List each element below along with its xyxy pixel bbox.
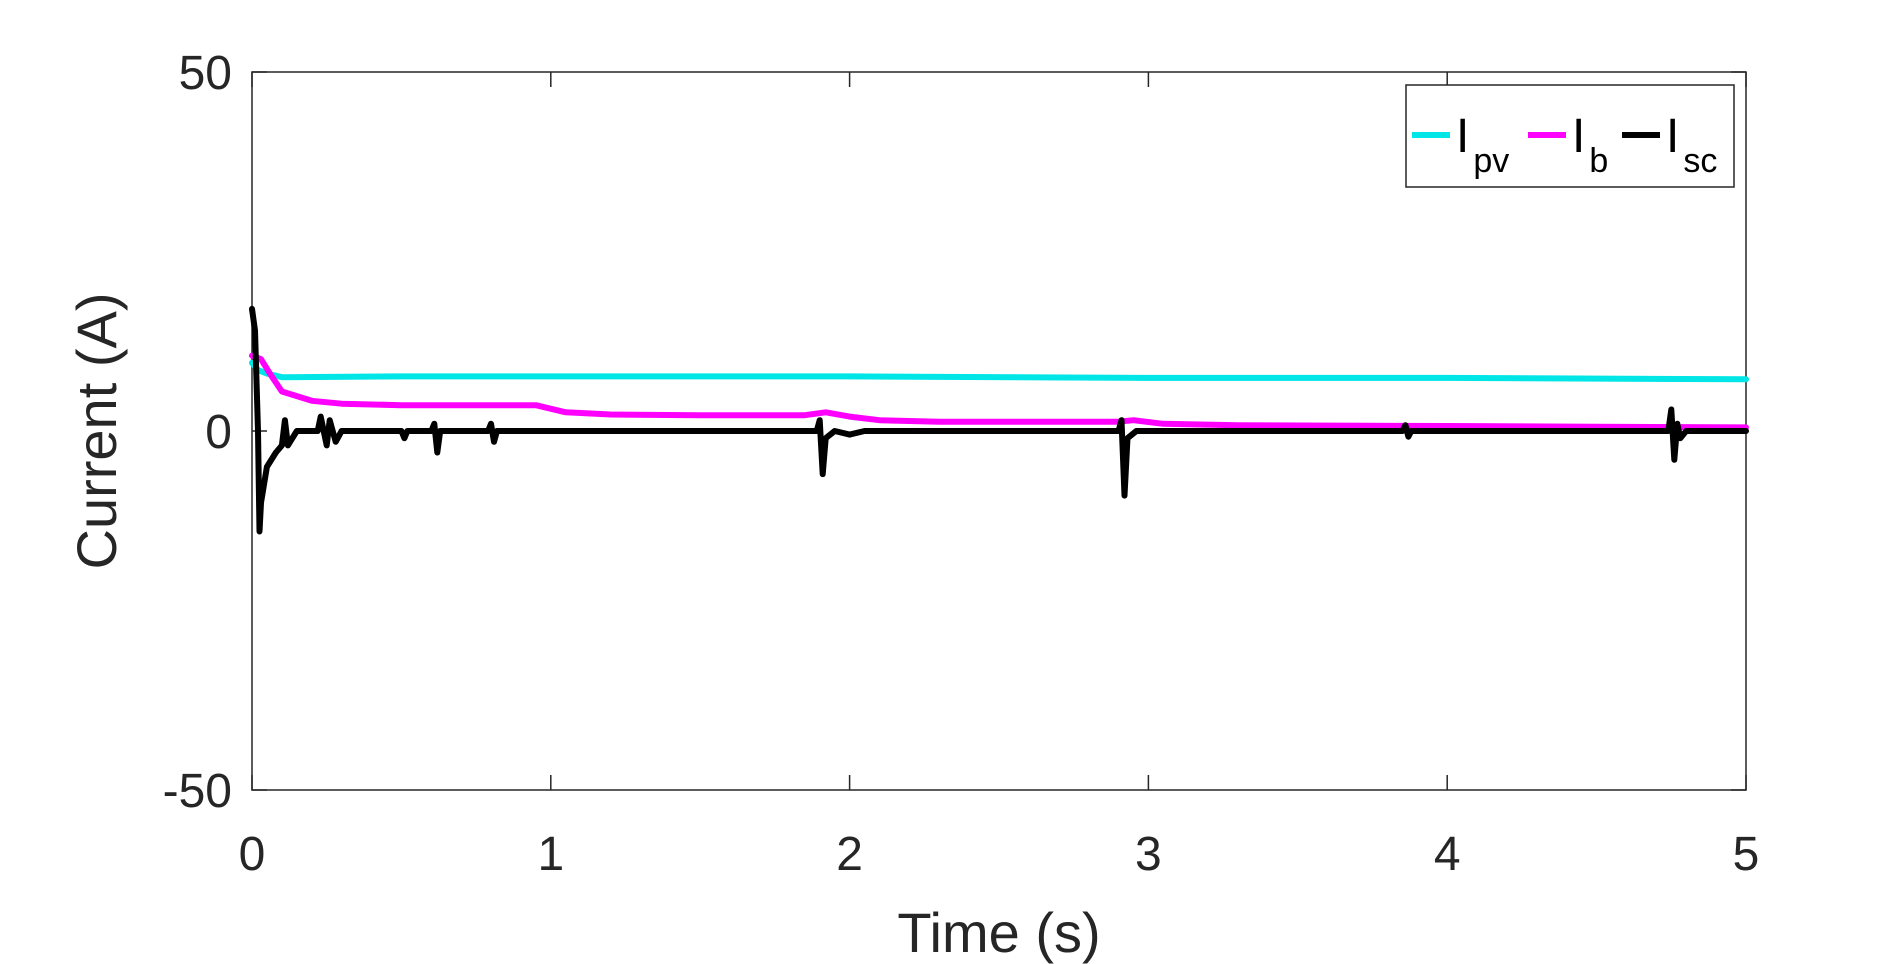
series-line-b	[249, 352, 1749, 431]
x-tick-label: 3	[1135, 828, 1162, 881]
series-lines	[249, 305, 1749, 535]
x-tick-label: 2	[836, 828, 863, 881]
series-line-sc	[249, 305, 1749, 535]
y-tick-label: -50	[163, 765, 232, 818]
x-axis-title: Time (s)	[897, 901, 1100, 964]
y-axis-title: Current (A)	[65, 293, 128, 570]
x-tick-label: 5	[1733, 828, 1760, 881]
x-tick-label: 0	[239, 828, 266, 881]
x-tick-label: 1	[537, 828, 564, 881]
y-tick-label: 0	[205, 406, 232, 459]
legend-box	[1405, 84, 1735, 188]
y-tick-label: 50	[179, 47, 232, 100]
x-tick-label: 4	[1434, 828, 1461, 881]
series-line-pv	[249, 359, 1749, 383]
